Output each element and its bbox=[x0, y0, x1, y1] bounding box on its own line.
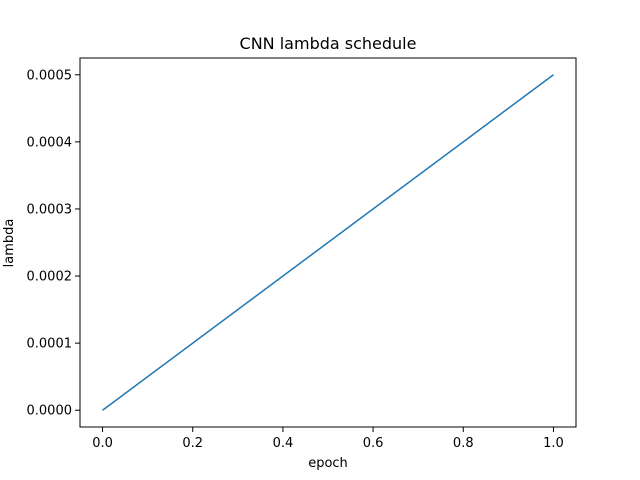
x-axis-label: epoch bbox=[308, 456, 348, 471]
y-tick-label: 0.0002 bbox=[27, 270, 73, 285]
y-tick-label: 0.0000 bbox=[27, 404, 73, 419]
x-tick-label: 0.0 bbox=[92, 436, 113, 451]
x-tick-label: 0.8 bbox=[453, 436, 474, 451]
axes-frame bbox=[79, 57, 577, 428]
plot-area bbox=[102, 74, 554, 411]
y-tick-label: 0.0004 bbox=[27, 135, 73, 150]
series-line bbox=[102, 74, 554, 411]
y-tick-label: 0.0001 bbox=[27, 337, 73, 352]
x-axis-ticks: 0.0 0.2 0.4 0.6 0.8 1.0 bbox=[92, 427, 564, 451]
y-tick-label: 0.0005 bbox=[27, 68, 73, 83]
x-tick-label: 0.6 bbox=[363, 436, 384, 451]
chart-title: CNN lambda schedule bbox=[240, 34, 417, 53]
x-tick-label: 0.4 bbox=[273, 436, 294, 451]
y-axis-label: lambda bbox=[2, 219, 17, 268]
y-tick-label: 0.0003 bbox=[27, 202, 73, 217]
x-tick-label: 0.2 bbox=[182, 436, 203, 451]
x-tick-label: 1.0 bbox=[543, 436, 564, 451]
y-axis-ticks: 0.0000 0.0001 0.0002 0.0003 0.0004 0.0005 bbox=[27, 68, 80, 419]
